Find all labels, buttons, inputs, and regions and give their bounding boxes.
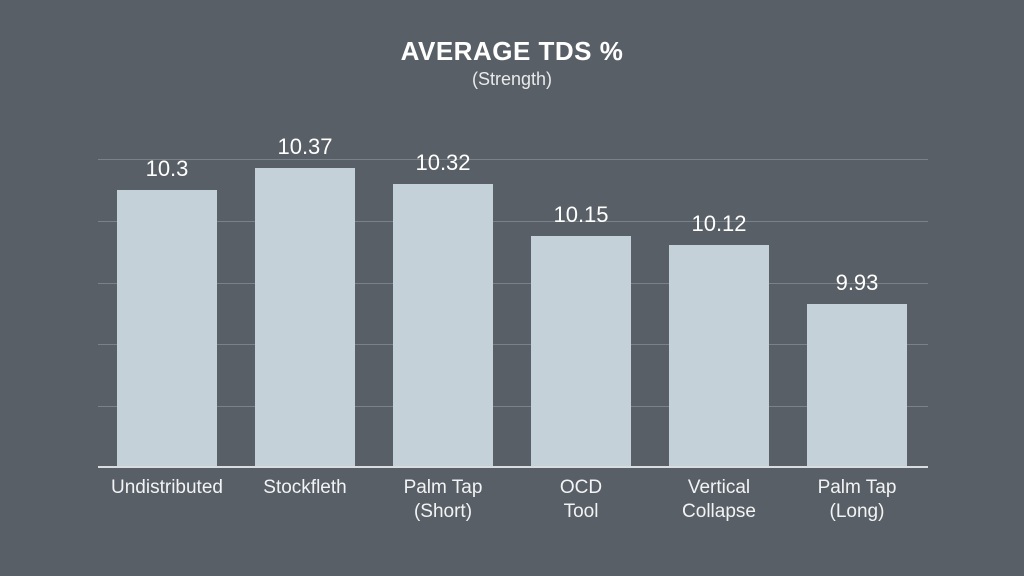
x-axis-label: VerticalCollapse — [682, 476, 756, 524]
x-label-slot: Undistributed — [98, 476, 236, 500]
bar-slot: 10.32 — [374, 128, 512, 468]
x-label-slot: Palm Tap(Short) — [374, 476, 512, 524]
bar — [531, 236, 631, 468]
bar — [393, 184, 493, 468]
chart-title-block: AVERAGE TDS % (Strength) — [0, 36, 1024, 90]
x-axis-label: Stockfleth — [263, 476, 346, 500]
x-axis-line — [98, 466, 928, 468]
bar-slot: 10.15 — [512, 128, 650, 468]
bar-slot: 10.12 — [650, 128, 788, 468]
bar-value-label: 10.15 — [553, 202, 608, 228]
chart-canvas: AVERAGE TDS % (Strength) 10.310.3710.321… — [0, 0, 1024, 576]
x-label-slot: OCDTool — [512, 476, 650, 524]
bar-slot: 10.37 — [236, 128, 374, 468]
x-axis-label: Palm Tap(Long) — [818, 476, 897, 524]
bar-slot: 10.3 — [98, 128, 236, 468]
bar-slot: 9.93 — [788, 128, 926, 468]
x-label-slot: Stockfleth — [236, 476, 374, 500]
bar — [807, 304, 907, 468]
bar-value-label: 10.32 — [415, 150, 470, 176]
x-label-slot: Palm Tap(Long) — [788, 476, 926, 524]
bar-value-label: 9.93 — [836, 270, 879, 296]
x-axis-label: Palm Tap(Short) — [404, 476, 483, 524]
bar-value-label: 10.37 — [277, 134, 332, 160]
x-label-slot: VerticalCollapse — [650, 476, 788, 524]
bar — [669, 245, 769, 468]
plot-area: 10.3 10.37 10.32 10.15 10.12 9.93 — [98, 128, 928, 468]
bar-value-label: 10.12 — [691, 211, 746, 237]
x-axis-label: Undistributed — [111, 476, 223, 500]
bar-value-label: 10.3 — [146, 156, 189, 182]
bar — [117, 190, 217, 468]
bars-layer: 10.3 10.37 10.32 10.15 10.12 9.93 — [98, 128, 928, 468]
chart-title: AVERAGE TDS % — [0, 36, 1024, 67]
bar — [255, 168, 355, 468]
chart-subtitle: (Strength) — [0, 69, 1024, 90]
x-axis-label: OCDTool — [560, 476, 602, 524]
